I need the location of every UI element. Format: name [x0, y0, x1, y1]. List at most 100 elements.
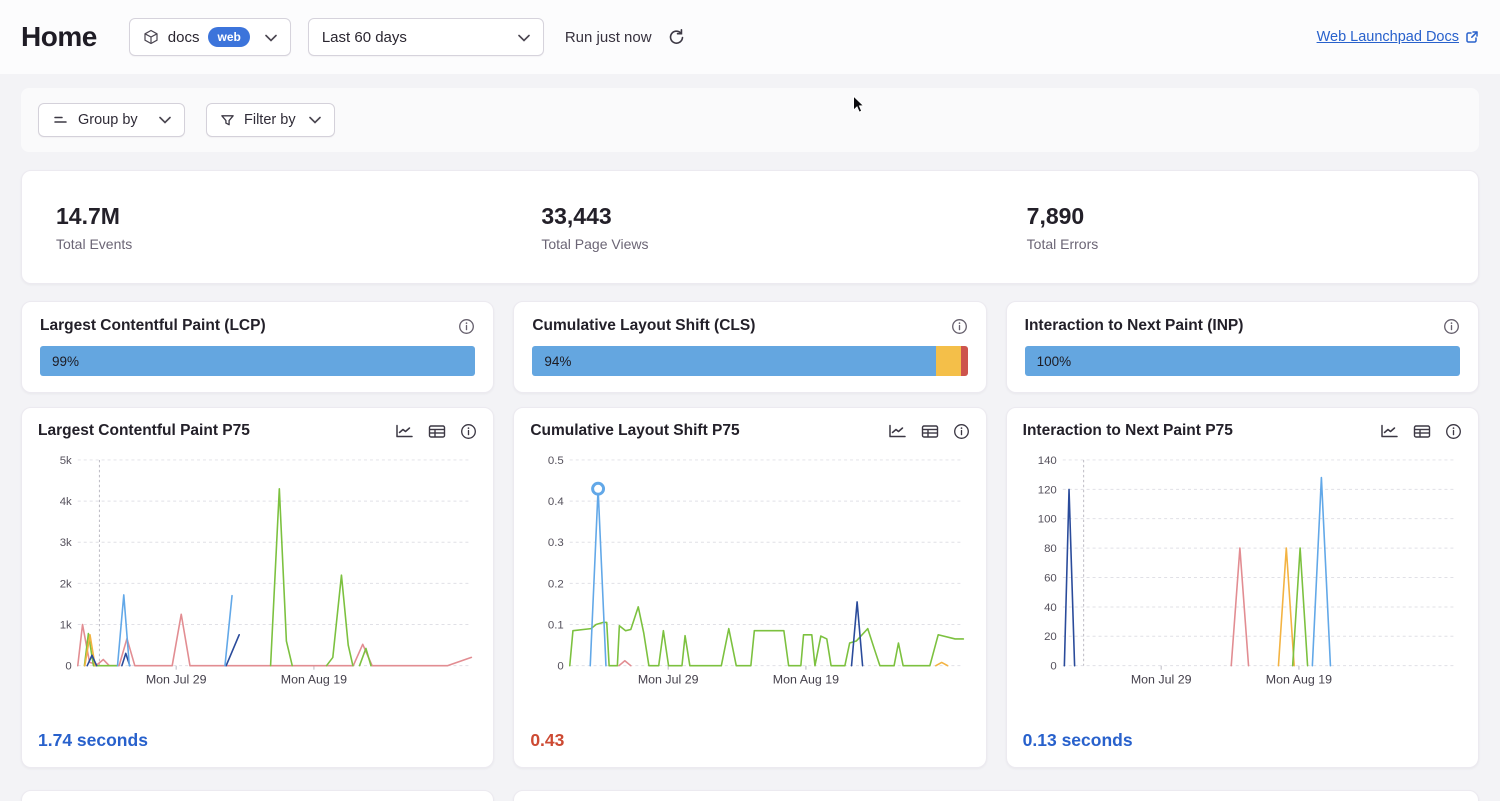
table-view-button[interactable] [428, 424, 446, 439]
y-axis-tick-label: 60 [1044, 572, 1057, 584]
y-axis-tick-label: 0 [65, 661, 71, 673]
series-line-salmon [619, 661, 631, 666]
chart-footer-value: 0.43 [530, 730, 969, 751]
x-axis-tick-label: Mon Jul 29 [146, 673, 207, 687]
stat-total-page-views: 33,443 Total Page Views [507, 203, 992, 252]
y-axis-tick-label: 0 [1050, 661, 1056, 673]
date-range-label: Last 60 days [322, 29, 407, 46]
score-bar-label: 99% [52, 354, 79, 369]
next-row-partial [21, 790, 1479, 801]
y-axis-tick-label: 140 [1037, 455, 1056, 467]
project-name: docs [168, 29, 200, 46]
series-line-green [570, 607, 964, 666]
y-axis-tick-label: 0.2 [548, 578, 564, 590]
y-axis-tick-label: 0 [558, 661, 564, 673]
y-axis-tick-label: 3k [60, 537, 72, 549]
table-view-button[interactable] [1413, 424, 1431, 439]
filter-by-button[interactable]: Filter by [206, 103, 335, 137]
y-axis-tick-label: 100 [1037, 514, 1056, 526]
series-line-green [271, 489, 293, 666]
y-axis-tick-label: 40 [1044, 602, 1057, 614]
x-axis-tick-label: Mon Aug 19 [281, 673, 347, 687]
line-chart-view-button[interactable] [395, 424, 414, 439]
score-card-title: Largest Contentful Paint (LCP) [40, 317, 266, 335]
score-bar: 99% [40, 346, 475, 376]
info-icon[interactable] [460, 423, 477, 440]
info-icon[interactable] [458, 318, 475, 335]
page-header: Home docs web Last 60 days Run just now [0, 0, 1500, 74]
y-axis-tick-label: 120 [1037, 484, 1056, 496]
group-by-icon [52, 113, 68, 127]
chart-card-inp: Interaction to Next Paint P75 0 20 40 60 80 1… [1006, 407, 1479, 768]
series-line-lightblue [1312, 478, 1330, 666]
refresh-button[interactable] [667, 28, 686, 47]
y-axis-tick-label: 0.1 [548, 620, 564, 632]
y-axis-tick-label: 0.3 [548, 537, 564, 549]
x-axis-tick-label: Mon Aug 19 [1265, 673, 1331, 687]
y-axis-tick-label: 4k [60, 496, 72, 508]
chevron-down-icon [159, 112, 171, 128]
score-bar-segment: 94% [532, 346, 936, 376]
stat-label: Total Errors [1027, 236, 1478, 252]
score-bar-label: 94% [544, 354, 571, 369]
stat-label: Total Events [56, 236, 507, 252]
line-chart-view-button[interactable] [1380, 424, 1399, 439]
chart-cards-row: Largest Contentful Paint P75 01k2k3k4k5k… [21, 407, 1479, 768]
x-axis-tick-label: Mon Jul 29 [638, 673, 699, 687]
refresh-icon [667, 28, 686, 47]
series-line-green [327, 575, 353, 666]
line-chart-icon [1380, 424, 1399, 439]
line-chart-view-button[interactable] [888, 424, 907, 439]
series-line-salmon [1231, 548, 1248, 666]
info-icon[interactable] [1445, 423, 1462, 440]
run-status: Run just now [565, 29, 652, 46]
docs-link[interactable]: Web Launchpad Docs [1317, 29, 1479, 45]
lcp-p75-chart[interactable]: 01k2k3k4k5kMon Jul 29Mon Aug 19 [38, 450, 477, 698]
page-title: Home [21, 21, 97, 53]
y-axis-tick-label: 20 [1044, 631, 1057, 643]
series-line-green [1292, 548, 1307, 666]
score-bar-segment: 100% [1025, 346, 1460, 376]
data-point-marker [593, 483, 604, 494]
stat-total-events: 14.7M Total Events [22, 203, 507, 252]
score-bar: 94% [532, 346, 967, 376]
group-by-label: Group by [78, 112, 138, 128]
package-icon [143, 29, 159, 45]
info-icon[interactable] [1443, 318, 1460, 335]
info-icon[interactable] [951, 318, 968, 335]
project-select[interactable]: docs web [129, 18, 291, 56]
chart-card-cls: Cumulative Layout Shift P75 0 0.1 0.2 0.3 0.… [513, 407, 986, 768]
y-axis-tick-label: 0.4 [548, 496, 565, 508]
line-chart-icon [395, 424, 414, 439]
stat-value: 7,890 [1027, 203, 1478, 230]
filter-toolbar: Group by Filter by [21, 88, 1479, 152]
y-axis-tick-label: 80 [1044, 543, 1057, 555]
x-axis-tick-label: Mon Aug 19 [773, 673, 839, 687]
date-range-select[interactable]: Last 60 days [308, 18, 544, 56]
chevron-down-icon [265, 29, 277, 46]
score-bar-segment: 99% [40, 346, 475, 376]
y-axis-tick-label: 1k [60, 620, 72, 632]
chart-footer-value: 1.74 seconds [38, 730, 477, 751]
stat-total-errors: 7,890 Total Errors [993, 203, 1478, 252]
score-card-cls: Cumulative Layout Shift (CLS) 94% [513, 301, 986, 393]
info-icon[interactable] [953, 423, 970, 440]
chart-card-title: Largest Contentful Paint P75 [38, 422, 250, 440]
table-icon [921, 424, 939, 439]
cls-p75-chart[interactable]: 00.10.20.30.40.5Mon Jul 29Mon Aug 19 [530, 450, 969, 698]
chart-card-title: Interaction to Next Paint P75 [1023, 422, 1233, 440]
score-card-title: Interaction to Next Paint (INP) [1025, 317, 1244, 335]
score-bar: 100% [1025, 346, 1460, 376]
chart-footer-value: 0.13 seconds [1023, 730, 1462, 751]
y-axis-tick-label: 2k [60, 578, 72, 590]
inp-p75-chart[interactable]: 020406080100120140Mon Jul 29Mon Aug 19 [1023, 450, 1462, 698]
group-by-button[interactable]: Group by [38, 103, 185, 137]
partial-card [513, 790, 1479, 801]
run-status-area: Run just now [565, 28, 686, 47]
score-bar-segment [936, 346, 961, 376]
series-line-lightblue [118, 595, 130, 666]
score-card-lcp: Largest Contentful Paint (LCP) 99% [21, 301, 494, 393]
table-view-button[interactable] [921, 424, 939, 439]
score-card-inp: Interaction to Next Paint (INP) 100% [1006, 301, 1479, 393]
chart-card-title: Cumulative Layout Shift P75 [530, 422, 739, 440]
